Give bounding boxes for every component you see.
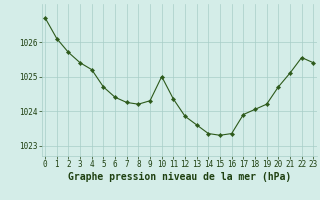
X-axis label: Graphe pression niveau de la mer (hPa): Graphe pression niveau de la mer (hPa) <box>68 172 291 182</box>
